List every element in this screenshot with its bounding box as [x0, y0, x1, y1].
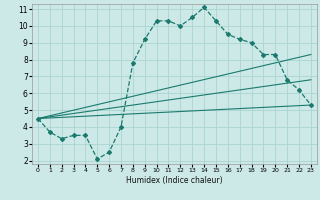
X-axis label: Humidex (Indice chaleur): Humidex (Indice chaleur) [126, 176, 223, 185]
